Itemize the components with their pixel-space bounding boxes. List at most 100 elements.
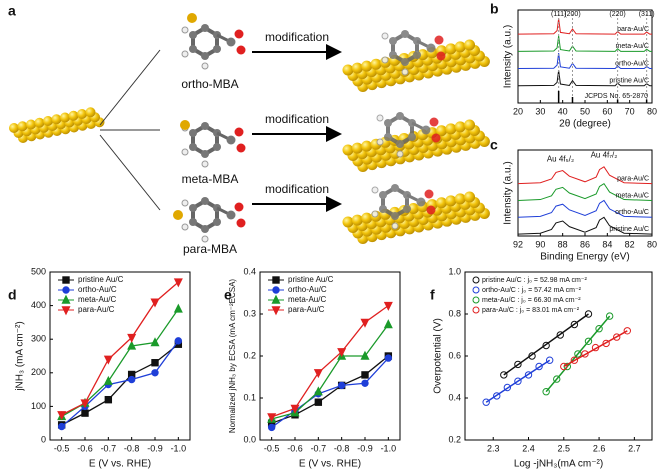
panel-label: c [490,137,498,153]
legend-label: ortho-Au/C [615,60,649,67]
gold-atom [454,121,466,133]
y-tick-label: 0 [41,434,46,444]
x-tick-label: 2.4 [522,443,535,453]
legend-marker [272,276,280,284]
legend-label: meta-Au/C [288,295,326,304]
marker [514,360,522,369]
connector [99,49,161,126]
marker [313,386,323,396]
x-tick-label: -1.0 [171,443,187,453]
marker [482,398,490,406]
marker [267,423,276,432]
marker [361,379,369,387]
series-line [517,182,653,201]
series-line [517,70,652,87]
marker [127,340,137,350]
legend-label: pristine Au/C [609,78,649,85]
legend-label: pristine Au/C [78,275,124,284]
connector [99,134,161,211]
x-tick-label: -0.6 [77,443,93,453]
y-tick-label: 0.1 [243,392,256,402]
marker [500,371,508,379]
x-tick-label: -0.7 [311,443,327,453]
gold-surfaces [9,39,490,244]
marker [127,333,137,343]
marker [503,383,512,392]
y-tick-label: 0.8 [448,308,461,318]
x-tick-label: 88 [558,239,568,249]
x-tick-label: -0.5 [54,443,70,453]
gold-atom [34,117,45,128]
x-tick-label: -0.6 [287,443,303,453]
peak-label: (311) [639,11,655,18]
marker [267,413,277,423]
gold-atom [51,114,62,125]
plot-frame [517,9,653,104]
arrow-label: modification [265,182,329,196]
y-tick-label: 0.6 [448,350,461,360]
panel-label: e [224,287,232,303]
annotation: Au 4f₅/₂ [547,154,574,163]
x-tick-label: 84 [602,239,612,249]
sulfur-atom [180,120,190,130]
marker [560,362,568,371]
legend-marker [472,306,480,314]
legend-label: ortho-Au/C [288,285,327,294]
legend-label: para-Au/C [617,26,649,33]
marker [151,359,159,367]
y-tick-label: 0.4 [243,266,256,276]
arrow-label: modification [265,30,329,44]
gold-atom [85,107,96,118]
legend-marker [62,276,70,284]
marker [556,331,564,339]
x-tick-label: 82 [625,239,635,249]
molecule-label: ortho-MBA [181,77,238,91]
marker [553,375,561,383]
x-tick-label: -0.7 [101,443,117,453]
gold-atom [436,197,447,209]
gold-atom [436,125,447,137]
gold-atom [454,41,466,53]
fit-line [545,315,611,393]
legend-label: pristine Au/C [609,226,649,233]
x-tick-label: 2.6 [593,443,606,453]
legend-label: ortho-Au/C : j₀ = 57.42 mA cm⁻² [482,287,582,294]
series-line [61,340,179,428]
marker [384,354,393,362]
legend-label: pristine Au/C : j₀ = 52.98 mA cm⁻² [482,277,588,284]
marker [605,312,614,320]
legend-marker [61,294,71,304]
chart-panel: e -0.5 -0.6 -0.7 -0.8 -0.9 -1.0 0.0 0.1 0.2 0.3 0.4… [224,266,401,470]
legend-label: para-Au/C [288,305,325,314]
x-tick-label: 90 [535,239,545,249]
marker [150,298,160,308]
panel-label: d [8,287,17,303]
molecule-icon [180,195,248,244]
marker [337,348,347,358]
series-line [517,216,653,235]
x-tick-label: 20 [513,106,523,116]
fit-line [485,359,551,403]
peak-label: (111) [551,11,566,18]
marker [174,337,183,345]
series-line [517,18,652,35]
legend-marker [271,294,281,304]
gold-atom [370,58,382,70]
y-tick-label: 0.2 [243,350,256,360]
marker [127,375,136,384]
marker [383,319,393,329]
chart-panel: c 92 90 88 86 84 82 80 Binding Energy (eV) Intens… [490,137,657,263]
marker [103,355,113,365]
chart-panel: d -0.5 -0.6 -0.7 -0.8 -0.9 -1.0 0 100 200 300 400 50… [8,266,191,470]
y-tick-label: 300 [31,334,46,344]
marker [383,301,393,311]
marker [173,303,183,313]
gold-atom [60,112,70,123]
legend-label: meta-Au/C : j₀ = 66.30 mA cm⁻² [482,297,581,304]
y-tick-label: 0.4 [448,392,461,402]
gold-atom [26,119,36,130]
y-axis-label: Intensity (a.u.) [503,161,514,224]
legend-label: pristine Au/C [288,275,334,284]
x-tick-label: -0.8 [124,443,140,453]
